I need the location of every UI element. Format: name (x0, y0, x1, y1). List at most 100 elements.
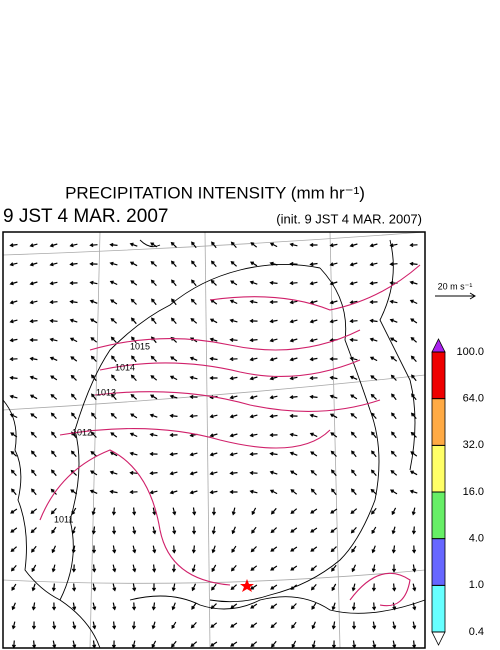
wind-arrow (69, 299, 78, 304)
wind-arrow (131, 621, 136, 630)
wind-arrow (289, 338, 298, 343)
isobar (89, 329, 361, 351)
wind-arrow (72, 583, 77, 592)
wind-arrow (392, 621, 397, 630)
wind-arrow (112, 564, 117, 573)
wind-arrow (189, 394, 198, 399)
wind-arrow (51, 545, 57, 554)
wind-arrow (290, 603, 297, 610)
wind-arrow (151, 621, 156, 630)
wind-arrow (209, 490, 218, 495)
wind-arrow (111, 507, 116, 516)
wind-arrow (229, 471, 238, 476)
lon-line (204, 231, 211, 649)
wind-arrow (310, 469, 317, 476)
wind-arrow (289, 261, 298, 266)
wind-arrow (372, 621, 377, 630)
wind-arrow (109, 280, 118, 286)
wind-arrow (249, 452, 258, 457)
wind-arrow (90, 355, 97, 362)
wind-arrow (290, 584, 298, 590)
wind-arrow (369, 337, 378, 342)
wind-arrow (169, 432, 178, 438)
wind-arrow (110, 393, 117, 400)
wind-arrow (231, 507, 236, 516)
wind-arrow (391, 564, 397, 573)
wind-arrow (9, 357, 18, 362)
wind-arrow (92, 583, 97, 592)
wind-arrow (89, 318, 98, 324)
wind-arrow (230, 565, 237, 572)
wind-arrow (329, 413, 338, 419)
wind-arrow (191, 526, 197, 535)
wind-arrow (290, 546, 298, 552)
wind-arrow (171, 583, 176, 592)
wind-arrow (31, 469, 37, 477)
wind-arrow (92, 564, 97, 573)
wind-arrow (171, 564, 176, 573)
colorbar-segment (431, 444, 446, 493)
wind-arrow (369, 281, 378, 286)
wind-arrow (152, 545, 157, 554)
wind-arrow (249, 280, 258, 285)
wind-arrow (109, 470, 118, 475)
wind-arrow (309, 432, 318, 438)
colorbar-over (431, 338, 446, 353)
wind-arrow (349, 300, 358, 305)
wind-arrow (309, 262, 318, 267)
wind-arrow (11, 621, 16, 630)
wind-arrow (330, 508, 338, 514)
wind-arrow (71, 412, 77, 420)
wind-arrow (250, 603, 258, 609)
wind-arrow (410, 336, 417, 343)
wind-arrow (171, 621, 177, 630)
wind-arrow (89, 280, 98, 285)
wind-arrow (250, 546, 257, 553)
wind-arrow (132, 602, 137, 611)
wind-arrow (270, 527, 278, 534)
wind-arrow (390, 469, 398, 476)
wind-arrow (151, 298, 157, 306)
wind-arrow (191, 545, 196, 554)
isobar-label: 1015 (130, 341, 150, 351)
wind-arrow (170, 241, 177, 248)
wind-arrow (390, 356, 398, 362)
wind-arrow (189, 452, 198, 457)
wind-arrow (231, 545, 237, 553)
wind-arrow (349, 319, 358, 324)
wind-arrow (130, 317, 137, 325)
wind-arrow (211, 583, 217, 591)
coastline (209, 267, 380, 603)
wind-arrow (310, 584, 317, 591)
wind-arrow (89, 299, 98, 304)
wind-arrow (310, 508, 318, 514)
isobar (94, 391, 381, 412)
wind-arrow (90, 450, 98, 457)
wind-arrow (9, 375, 18, 380)
wind-arrow (171, 640, 177, 648)
wind-arrow (329, 243, 338, 248)
wind-arrow (350, 526, 357, 534)
wind-arrow (71, 545, 76, 554)
wind-arrow (9, 413, 18, 419)
wind-arrow (289, 413, 298, 419)
wind-arrow (69, 337, 78, 343)
wind-arrow (190, 317, 198, 324)
wind-arrow (152, 526, 157, 535)
wind-arrow (370, 412, 377, 419)
wind-arrow (411, 393, 417, 401)
wind-arrow (132, 507, 137, 516)
wind-arrow (130, 393, 137, 400)
isobar (209, 264, 421, 311)
wind-arrow (371, 526, 377, 534)
wind-arrow (351, 621, 357, 630)
wind-arrow (390, 450, 397, 457)
wind-arrow (210, 260, 217, 267)
coastline (2, 399, 101, 649)
wind-arrow (390, 374, 397, 381)
wind-arrow (169, 394, 178, 399)
wind-arrow (91, 412, 97, 420)
wind-arrow (270, 507, 277, 515)
wind-arrow (249, 357, 258, 362)
wind-arrow (10, 565, 17, 572)
